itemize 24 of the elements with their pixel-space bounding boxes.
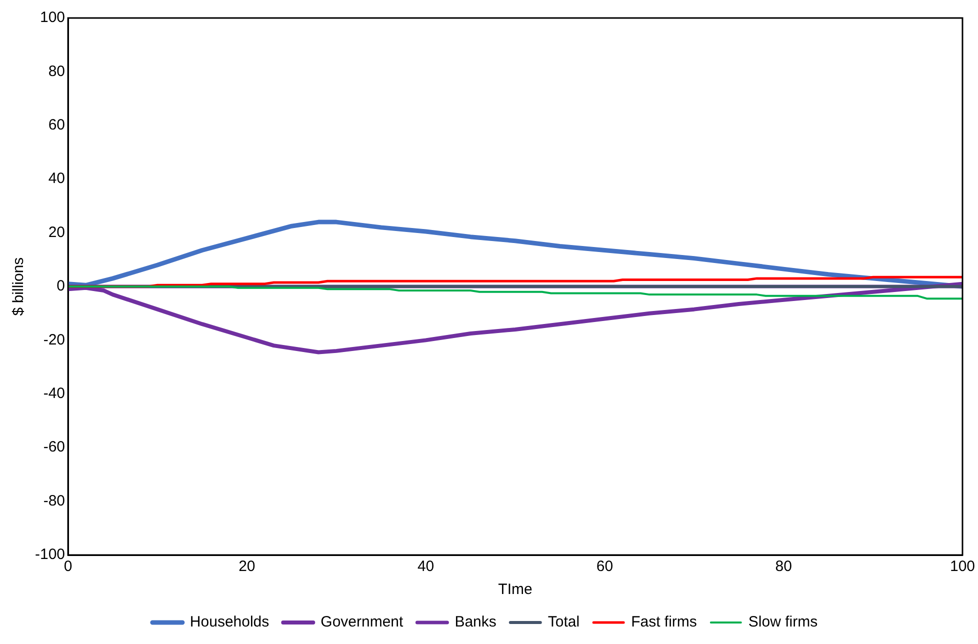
- y-tick-label: 80: [48, 62, 66, 80]
- x-axis-title: TIme: [498, 581, 532, 598]
- y-tick-label: 40: [48, 170, 66, 188]
- x-tick-label: 80: [775, 558, 792, 576]
- legend-label: Slow firms: [748, 614, 818, 631]
- x-tick-label: 40: [417, 558, 434, 576]
- legend-label: Government: [320, 614, 404, 631]
- y-tick-label: -100: [34, 546, 66, 564]
- y-tick-label: 100: [40, 9, 66, 26]
- y-tick-label: -20: [43, 331, 66, 348]
- x-tick-label: 20: [238, 558, 256, 576]
- legend-label: Banks: [454, 614, 496, 631]
- y-axis-title: $ billions: [10, 257, 28, 316]
- y-tick-label: -80: [43, 492, 66, 510]
- y-tick-label: 20: [48, 224, 66, 241]
- y-tick-label: -40: [43, 385, 66, 402]
- x-tick-label: 60: [596, 558, 614, 576]
- y-tick-label: -60: [43, 438, 66, 456]
- y-tick-label: 60: [48, 116, 66, 134]
- x-tick-label: 100: [950, 558, 975, 576]
- legend-label: Total: [548, 614, 580, 631]
- legend-label: Households: [190, 614, 270, 631]
- y-tick-label: 0: [56, 278, 66, 295]
- legend-label: Fast firms: [631, 614, 697, 631]
